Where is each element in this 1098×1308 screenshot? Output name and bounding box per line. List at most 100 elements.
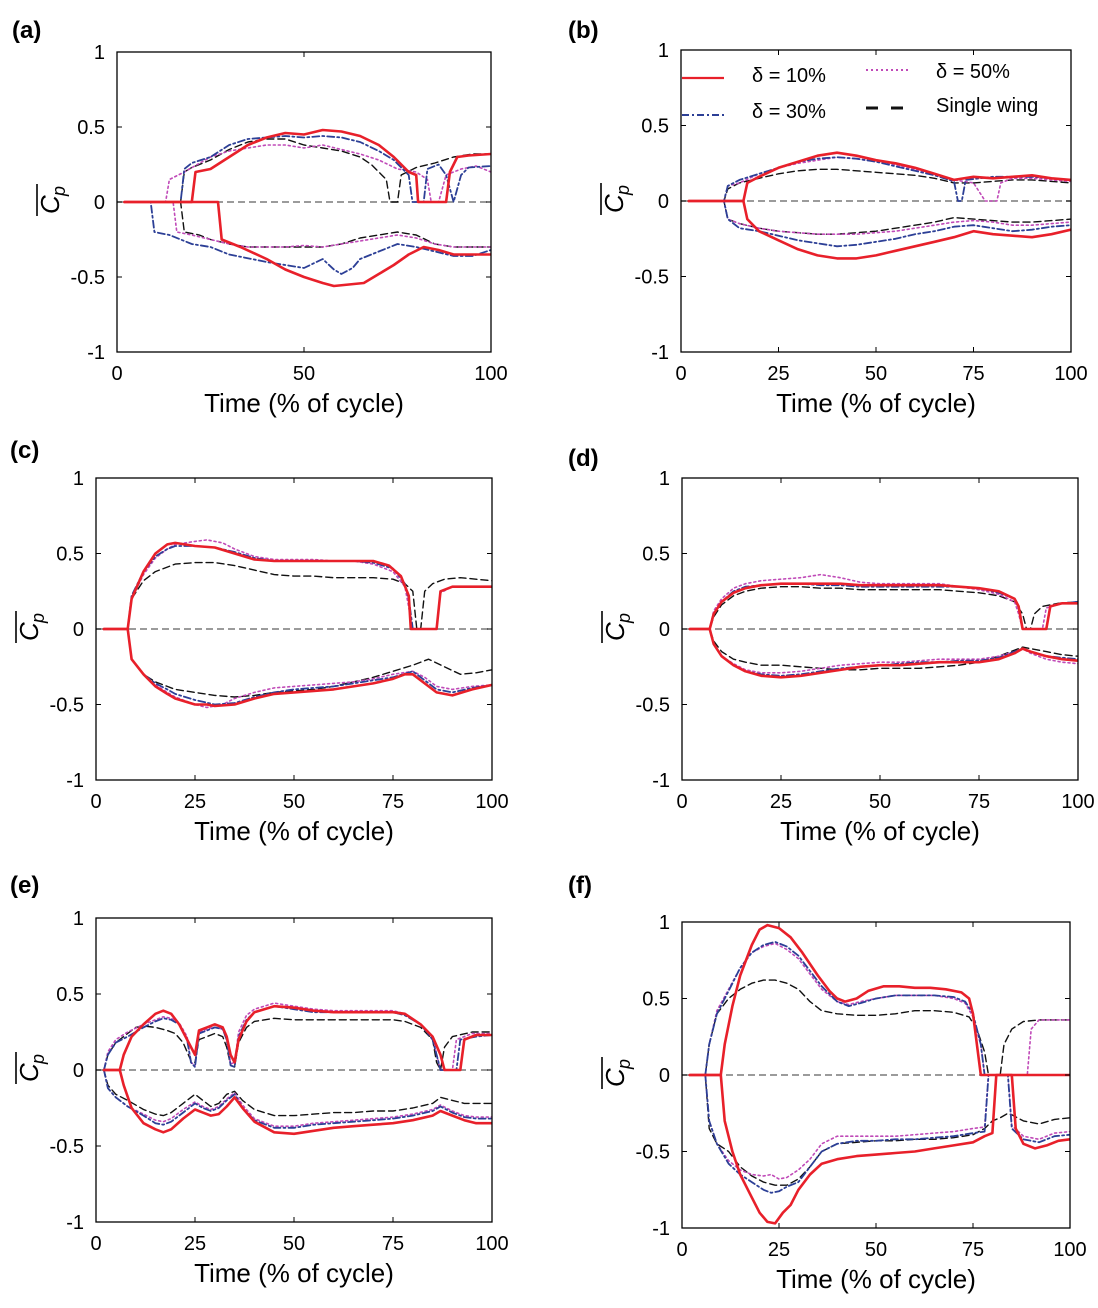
series-line [689, 573, 1078, 630]
y-tick-label: 1 [659, 912, 670, 934]
x-tick-label: 100 [475, 791, 508, 813]
y-axis-symbol: C [35, 195, 65, 214]
x-tick-label: 50 [869, 791, 891, 813]
series-line [103, 628, 492, 698]
panel-d: (d) 0 25 50 75 100 1 0.5 0 -0.5 -1 Time (% of cycle… [568, 445, 1095, 846]
y-tick-label: -0.5 [50, 1136, 84, 1158]
x-tick-label: 0 [676, 791, 687, 813]
x-tick-label: 100 [1054, 363, 1087, 385]
y-tick-label: 0.5 [77, 117, 105, 139]
y-tick-label: 0.5 [642, 989, 670, 1011]
x-tick-label: 100 [475, 1233, 508, 1255]
x-tick-label: 25 [184, 791, 206, 813]
series-line [103, 1002, 492, 1071]
series-group [687, 151, 1071, 260]
series-line [123, 200, 491, 288]
y-axis-subscript: p [49, 186, 69, 197]
series-line [687, 200, 1071, 248]
y-axis-title: Cp [600, 611, 634, 643]
series-line [689, 942, 1070, 1076]
series-line [103, 561, 492, 630]
y-tick-label: 0.5 [641, 116, 669, 138]
y-tick-label: -1 [87, 342, 105, 364]
y-tick-label: 0 [94, 192, 105, 214]
y-tick-label: 0.5 [56, 984, 84, 1006]
x-axis-title: Time (% of cycle) [194, 816, 394, 846]
x-tick-label: 50 [865, 363, 887, 385]
y-tick-label: -0.5 [636, 1142, 670, 1164]
series-line [688, 923, 1070, 1077]
y-tick-label: -1 [652, 770, 670, 792]
series-line [688, 582, 1078, 631]
series-line [102, 627, 492, 708]
y-tick-label: 1 [658, 40, 669, 62]
x-tick-label: 25 [184, 1233, 206, 1255]
x-tick-label: 75 [382, 791, 404, 813]
series-line [123, 138, 491, 203]
y-axis-subscript: p [28, 613, 48, 624]
y-tick-label: 1 [659, 468, 670, 490]
x-tick-label: 50 [283, 1233, 305, 1255]
y-axis-title: Cp [14, 1052, 48, 1084]
y-tick-label: -0.5 [71, 267, 105, 289]
y-tick-label: -1 [651, 342, 669, 364]
panel-label: (c) [10, 437, 39, 464]
panel-e: (e) 0 25 50 75 100 1 0.5 0 -0.5 -1 Time (% of cycle… [10, 872, 509, 1288]
series-line [687, 199, 1071, 260]
y-tick-label: 1 [73, 468, 84, 490]
y-tick-label: 0 [659, 619, 670, 641]
x-tick-label: 75 [962, 363, 984, 385]
series-line [123, 201, 491, 248]
x-tick-label: 75 [968, 791, 990, 813]
series-line [688, 200, 1071, 235]
y-tick-label: -0.5 [50, 695, 84, 717]
x-axis-title: Time (% of cycle) [194, 1258, 394, 1288]
panel-label: (f) [568, 872, 592, 899]
y-axis-title: Cp [14, 611, 48, 643]
legend-label: Single wing [936, 95, 1038, 117]
panel-b: (b) 0 25 50 75 100 1 0.5 0 -0.5 -1 Time (% of cycle… [568, 17, 1088, 418]
x-tick-label: 25 [767, 363, 789, 385]
legend-label: δ = 10% [752, 65, 826, 87]
x-tick-label: 75 [962, 1239, 984, 1261]
series-line [123, 201, 491, 275]
x-tick-label: 100 [1053, 1239, 1086, 1261]
y-axis-subscript: p [28, 1054, 48, 1065]
y-tick-label: 0 [659, 1065, 670, 1087]
y-tick-label: -0.5 [636, 695, 670, 717]
series-line [689, 628, 1078, 671]
x-tick-label: 100 [1061, 791, 1094, 813]
legend-label: δ = 50% [936, 61, 1010, 83]
x-tick-label: 0 [90, 1233, 101, 1255]
y-axis-subscript: p [613, 185, 633, 196]
y-tick-label: 0.5 [642, 544, 670, 566]
x-axis-title: Time (% of cycle) [776, 1264, 976, 1294]
y-tick-label: 0 [73, 619, 84, 641]
series-line [103, 1005, 492, 1071]
panel-label: (a) [12, 17, 41, 44]
series-group [102, 1002, 492, 1136]
series-line [688, 1073, 1070, 1225]
y-tick-label: -1 [66, 770, 84, 792]
y-axis-symbol: C [600, 1068, 630, 1087]
series-line [103, 628, 492, 706]
y-axis-subscript: p [614, 1059, 634, 1070]
y-axis-title: Cp [35, 184, 69, 216]
panel-label: (d) [568, 445, 599, 472]
x-tick-label: 75 [382, 1233, 404, 1255]
y-axis-symbol: C [599, 194, 629, 213]
series-line [103, 1069, 492, 1127]
y-tick-label: 1 [94, 42, 105, 64]
series-line [102, 1068, 492, 1136]
series-line [687, 151, 1071, 203]
series-group [102, 539, 492, 709]
panel-a: (a) 0 50 100 1 0.5 0 -0.5 -1 Time (% of cycle) Cp [12, 17, 508, 418]
x-axis-title: Time (% of cycle) [776, 388, 976, 418]
y-tick-label: -0.5 [635, 267, 669, 289]
y-tick-label: 0.5 [56, 544, 84, 566]
series-line [688, 156, 1071, 202]
y-tick-label: 0 [73, 1060, 84, 1082]
series-line [688, 627, 1078, 679]
series-group [688, 923, 1070, 1225]
series-line [689, 979, 1070, 1076]
